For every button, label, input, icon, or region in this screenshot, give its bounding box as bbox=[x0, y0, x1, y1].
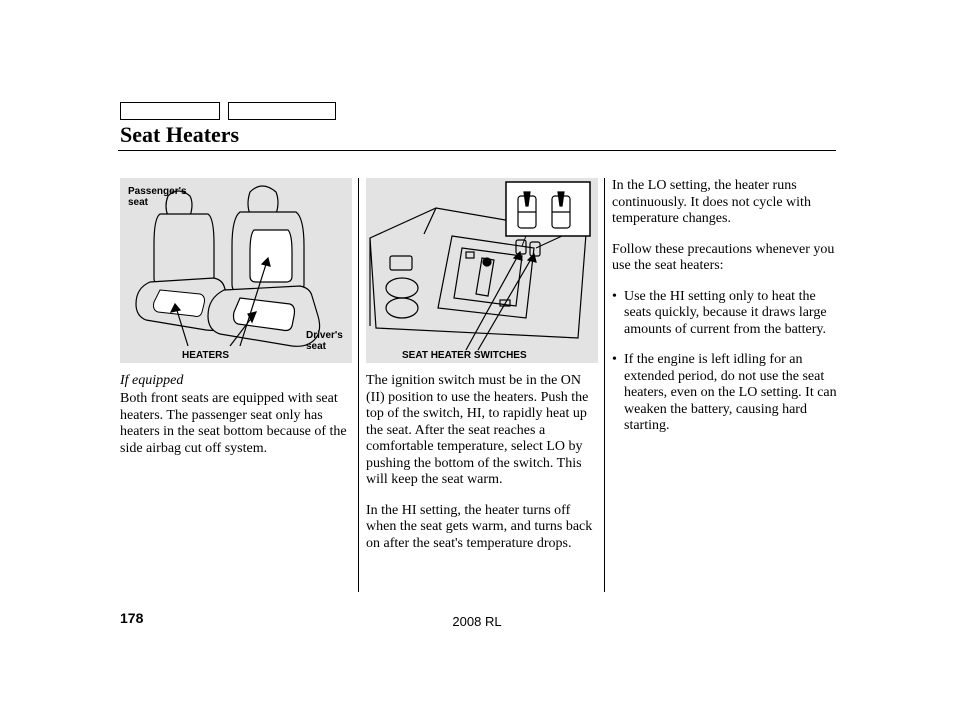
figure1-caption-svg: HEATERS bbox=[182, 350, 229, 361]
column-3: In the LO setting, the heater runs conti… bbox=[612, 178, 844, 449]
header-box-1 bbox=[120, 102, 220, 120]
col3-p1: In the LO setting, the heater runs conti… bbox=[612, 178, 844, 228]
label-driver-l1: Driver's bbox=[306, 330, 343, 341]
label-passenger-l1: Passenger's bbox=[128, 186, 187, 197]
precautions-list: Use the HI setting only to heat the seat… bbox=[612, 289, 844, 435]
label-passenger-l2: seat bbox=[128, 197, 149, 208]
col2-p1: The ignition switch must be in the ON (I… bbox=[366, 373, 598, 489]
label-driver-l2: seat bbox=[306, 341, 327, 352]
figure-switches: SEAT HEATER SWITCHES bbox=[366, 178, 598, 363]
footer-model: 2008 RL bbox=[0, 614, 954, 629]
col1-p1: Both front seats are equipped with seat … bbox=[120, 391, 352, 457]
precaution-2: If the engine is left idling for an exte… bbox=[624, 352, 844, 435]
columns: Passenger's seat Driver's seat HEATERS I… bbox=[120, 178, 836, 598]
column-2: SEAT HEATER SWITCHES The ignition switch… bbox=[366, 178, 598, 552]
column-rule-2 bbox=[604, 178, 605, 592]
page-title: Seat Heaters bbox=[120, 122, 239, 148]
switches-illustration: SEAT HEATER SWITCHES bbox=[366, 178, 598, 363]
figure2-caption-svg: SEAT HEATER SWITCHES bbox=[402, 350, 527, 361]
manual-page: Seat Heaters bbox=[0, 0, 954, 710]
col3-p2: Follow these precautions whenever you us… bbox=[612, 242, 844, 275]
col2-p2: In the HI setting, the heater turns off … bbox=[366, 503, 598, 553]
seats-illustration: Passenger's seat Driver's seat HEATERS bbox=[120, 178, 352, 363]
if-equipped: If equipped bbox=[120, 373, 352, 389]
column-1: Passenger's seat Driver's seat HEATERS I… bbox=[120, 178, 352, 457]
header-box-2 bbox=[228, 102, 336, 120]
title-rule bbox=[118, 150, 836, 151]
precaution-1: Use the HI setting only to heat the seat… bbox=[624, 289, 844, 339]
column-rule-1 bbox=[358, 178, 359, 592]
figure-seats: Passenger's seat Driver's seat HEATERS bbox=[120, 178, 352, 363]
header-boxes bbox=[120, 102, 336, 120]
